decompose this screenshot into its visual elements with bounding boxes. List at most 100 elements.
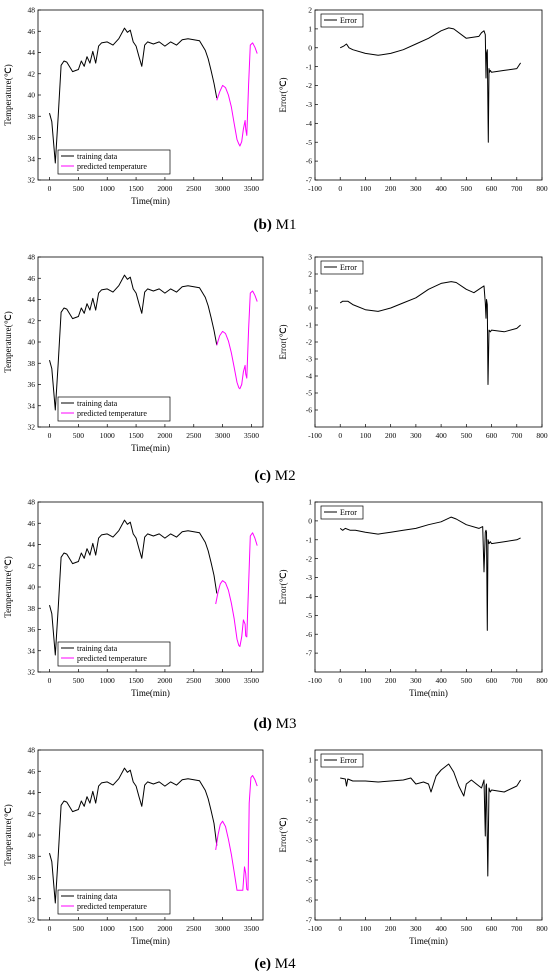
y-tick-label: 40 <box>28 583 36 592</box>
x-tick-label: 1000 <box>100 676 115 685</box>
series-line-Error <box>339 27 522 143</box>
y-tick-label: 0 <box>308 304 312 313</box>
y-tick-label: 34 <box>28 646 36 655</box>
legend-label: Error <box>340 263 357 272</box>
legend-box <box>57 641 171 667</box>
y-tick-label: -7 <box>306 916 312 925</box>
x-tick-label: 1500 <box>129 676 144 685</box>
x-tick-label: 1000 <box>100 184 115 193</box>
legend-label: training data <box>77 644 118 653</box>
temperature-chart-b: 0 500 1000 1500 2000 2500 3000 3500 32 34 36 38 40 42… <box>3 6 264 206</box>
plot-frame <box>314 256 543 428</box>
legend-box <box>57 149 171 175</box>
x-tick-label: 2500 <box>186 431 201 440</box>
y-tick-label: 38 <box>28 852 36 861</box>
y-tick-label: 48 <box>28 6 36 15</box>
error-chart-e: -100 0 100 200 300 400 500 600 700 800 -7 -6 -5 -4 -3 -… <box>278 749 548 946</box>
y-tick-label: -3 <box>306 355 312 364</box>
y-tick-label: 3 <box>308 253 312 262</box>
y-tick-label: 2 <box>308 6 312 15</box>
x-tick-label: 200 <box>385 184 397 193</box>
legend-box <box>320 753 364 768</box>
legend-label: Error <box>340 16 357 25</box>
x-tick-label: 0 <box>48 924 52 933</box>
series-line-training-data <box>49 767 218 904</box>
y-axis-label: Error(℃) <box>278 77 288 112</box>
x-tick-label: 3500 <box>244 924 259 933</box>
y-tick-label: 32 <box>28 668 36 677</box>
x-tick-label: 2000 <box>157 184 172 193</box>
caption-e: (e) M4 <box>0 956 550 973</box>
x-tick-label: 0 <box>338 676 342 685</box>
y-tick-label: 44 <box>28 295 36 304</box>
y-tick-label: 38 <box>28 359 36 368</box>
x-tick-label: 2000 <box>157 676 172 685</box>
y-tick-label: 34 <box>28 894 36 903</box>
error-chart-b: -100 0 100 200 300 400 500 600 700 800 -7 -6 -5 -4 -3 -… <box>278 6 548 193</box>
series-line-predicted-temperature <box>215 775 258 891</box>
y-tick-label: 48 <box>28 746 36 755</box>
caption-letter: (b) <box>253 217 272 233</box>
x-tick-label: 400 <box>435 431 447 440</box>
x-tick-label: 1000 <box>100 431 115 440</box>
error-chart-c: -100 0 100 200 300 400 500 600 700 800 -6 -5 -4 -3 -2 -… <box>278 253 548 440</box>
legend-box <box>320 505 364 520</box>
y-tick-label: 40 <box>28 338 36 347</box>
y-tick-label: -2 <box>306 816 312 825</box>
x-axis-label: Time(min) <box>409 688 448 698</box>
caption-model: M4 <box>274 956 296 972</box>
y-axis-label: Temperature(℃) <box>3 556 13 617</box>
y-tick-label: -4 <box>306 119 312 128</box>
temperature-chart-e: 0 500 1000 1500 2000 2500 3000 3500 32 34 36 38 40 42… <box>3 746 264 946</box>
series-line-training-data <box>49 27 218 164</box>
y-tick-label: -1 <box>306 535 312 544</box>
y-tick-label: 34 <box>28 154 36 163</box>
y-tick-label: 40 <box>28 831 36 840</box>
x-tick-label: 500 <box>461 184 473 193</box>
x-tick-label: 1500 <box>129 431 144 440</box>
x-tick-label: 0 <box>338 924 342 933</box>
y-axis-label: Temperature(℃) <box>3 311 13 372</box>
x-tick-label: 2500 <box>186 924 201 933</box>
y-tick-label: -4 <box>306 856 312 865</box>
y-tick-label: 1 <box>308 24 312 33</box>
x-tick-label: 3500 <box>244 431 259 440</box>
y-tick-label: 48 <box>28 498 36 507</box>
y-tick-label: 1 <box>308 756 312 765</box>
y-tick-label: 36 <box>28 133 36 142</box>
x-tick-label: 600 <box>486 924 498 933</box>
y-tick-label: 44 <box>28 788 36 797</box>
y-tick-label: -7 <box>306 176 312 185</box>
caption-model: M1 <box>275 217 297 233</box>
x-tick-label: 200 <box>385 431 397 440</box>
y-axis-label: Temperature(℃) <box>3 64 13 125</box>
legend-label: training data <box>77 892 118 901</box>
y-tick-label: -1 <box>306 62 312 71</box>
caption-b: (b) M1 <box>0 217 550 234</box>
x-tick-label: 100 <box>360 676 372 685</box>
x-tick-label: 3000 <box>215 431 230 440</box>
x-tick-label: 300 <box>410 184 422 193</box>
legend-label: predicted temperature <box>77 409 147 418</box>
x-tick-label: 2000 <box>157 924 172 933</box>
y-tick-label: -7 <box>306 649 312 658</box>
y-tick-label: 34 <box>28 401 36 410</box>
x-tick-label: 500 <box>73 431 85 440</box>
x-tick-label: 800 <box>536 676 548 685</box>
legend-box <box>57 889 171 915</box>
x-tick-label: 700 <box>511 431 523 440</box>
y-tick-label: 38 <box>28 604 36 613</box>
x-tick-label: 3000 <box>215 676 230 685</box>
x-tick-label: 0 <box>48 184 52 193</box>
y-tick-label: 44 <box>28 540 36 549</box>
y-tick-label: -2 <box>306 81 312 90</box>
y-tick-label: 42 <box>28 561 36 570</box>
x-tick-label: 700 <box>511 184 523 193</box>
x-tick-label: 500 <box>73 184 85 193</box>
legend-box <box>320 13 364 28</box>
y-tick-label: -3 <box>306 836 312 845</box>
x-tick-label: 400 <box>435 676 447 685</box>
y-tick-label: 1 <box>308 287 312 296</box>
x-tick-label: 100 <box>360 184 372 193</box>
caption-model: M3 <box>275 716 297 732</box>
